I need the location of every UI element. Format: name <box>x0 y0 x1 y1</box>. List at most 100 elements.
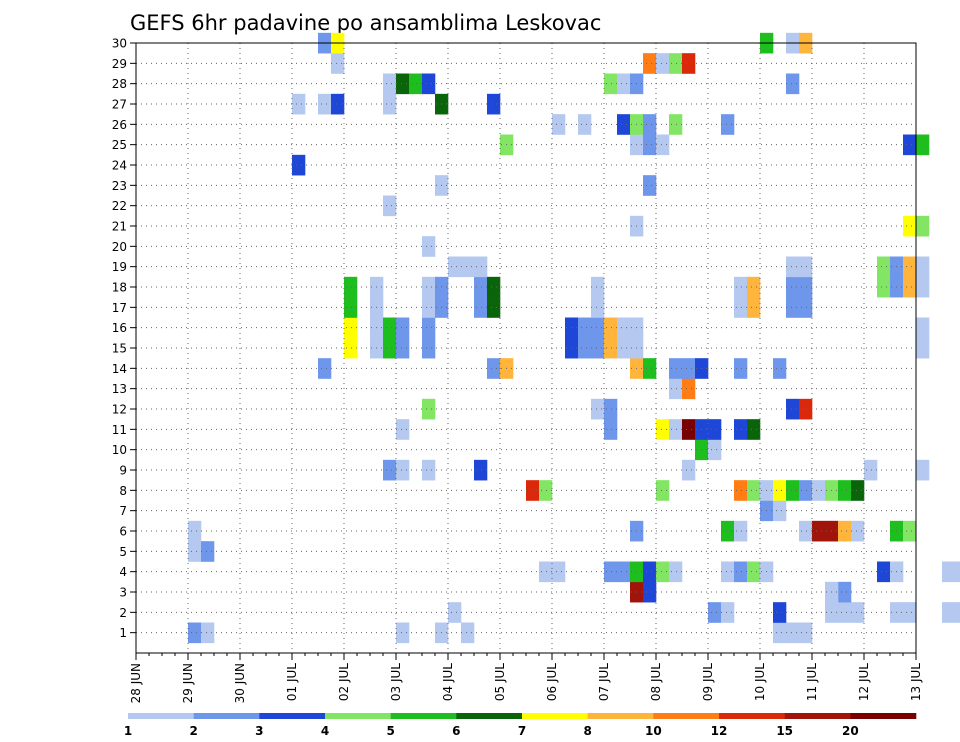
precip-cell <box>682 459 696 481</box>
precip-cell <box>786 480 800 501</box>
precip-cell <box>656 480 670 501</box>
precip-cell <box>682 358 696 379</box>
precip-cell <box>682 419 696 440</box>
precip-cell <box>669 419 683 440</box>
precip-cell <box>591 317 605 339</box>
legend-swatch <box>390 713 457 719</box>
precip-cell <box>877 276 891 298</box>
precip-cell <box>721 561 735 583</box>
precip-cell <box>669 114 683 135</box>
precip-cell <box>383 317 397 339</box>
precip-cell <box>903 134 917 156</box>
precip-cell <box>552 114 566 135</box>
precip-cell <box>487 358 501 379</box>
precip-cell <box>773 480 787 501</box>
y-tick-label: 22 <box>112 199 127 213</box>
precip-cell <box>773 500 787 522</box>
precip-cell <box>461 256 475 278</box>
y-tick-label: 10 <box>112 443 127 457</box>
legend-label: 1 <box>124 724 132 738</box>
y-tick-label: 5 <box>119 545 127 559</box>
precip-cell <box>682 378 696 400</box>
precip-cell <box>942 561 956 583</box>
precip-cell <box>604 317 618 339</box>
y-tick-label: 4 <box>119 565 127 579</box>
legend-label: 12 <box>711 724 728 738</box>
precip-cell <box>617 337 631 359</box>
precip-cell <box>851 480 865 501</box>
precip-cell <box>422 297 436 318</box>
y-tick-label: 30 <box>112 37 127 51</box>
precip-cell <box>877 256 891 278</box>
legend-swatch <box>587 713 654 719</box>
precip-cell <box>396 337 410 359</box>
precip-cell <box>643 175 657 196</box>
precip-cell <box>669 561 683 583</box>
precip-cell <box>656 561 670 583</box>
precip-cell <box>383 195 397 217</box>
precip-cell <box>786 297 800 318</box>
x-tick-label: 10 JUL <box>753 663 767 701</box>
grid-lines <box>136 42 916 653</box>
legend-label: 7 <box>518 724 526 738</box>
y-tick-label: 12 <box>112 403 127 417</box>
precip-cell <box>422 73 436 95</box>
precip-cell <box>617 317 631 339</box>
precip-cell <box>916 459 930 481</box>
x-tick-label: 04 JUL <box>441 663 455 701</box>
precip-cell <box>916 134 930 156</box>
legend-label: 20 <box>842 724 859 738</box>
precip-cell <box>799 276 813 298</box>
legend-label: 3 <box>255 724 263 738</box>
precip-cell <box>539 480 553 501</box>
precip-cell <box>903 215 917 237</box>
precip-cell <box>773 622 787 644</box>
precip-cell <box>955 602 960 623</box>
y-tick-label: 20 <box>112 240 127 254</box>
precip-cell <box>292 93 306 115</box>
precip-cell <box>578 337 592 359</box>
precip-cell <box>526 480 540 501</box>
precip-cell <box>799 520 813 542</box>
precip-cell <box>916 215 930 237</box>
precip-cell <box>487 297 501 318</box>
precip-cell <box>604 561 618 583</box>
precip-cell <box>344 317 358 339</box>
precip-cell <box>838 581 852 603</box>
legend-swatch <box>259 713 326 719</box>
precip-cell <box>617 73 631 95</box>
legend-swatch <box>325 713 391 719</box>
precip-cell <box>422 398 436 420</box>
precip-cell <box>747 561 761 583</box>
precip-cell <box>786 398 800 420</box>
precip-cell <box>188 622 202 644</box>
precip-cell <box>799 256 813 278</box>
legend-swatch <box>719 713 785 719</box>
legend-swatch <box>456 713 523 719</box>
y-tick-label: 25 <box>112 138 127 152</box>
precip-cell <box>578 317 592 339</box>
precip-cell <box>188 520 202 542</box>
precip-cell <box>734 276 748 298</box>
y-axis: 1234567891011121314151617181920212223242… <box>112 37 136 640</box>
legend-swatch <box>653 713 720 719</box>
precip-cell <box>318 358 332 379</box>
y-tick-label: 13 <box>112 382 127 396</box>
precip-cell <box>331 53 345 74</box>
precip-cell <box>422 337 436 359</box>
precip-cell <box>812 520 826 542</box>
chart-title: GEFS 6hr padavine po ansamblima Leskovac <box>130 11 601 35</box>
y-tick-label: 21 <box>112 220 127 234</box>
legend-label: 6 <box>452 724 460 738</box>
x-tick-label: 09 JUL <box>701 663 715 701</box>
legend-label: 10 <box>645 724 662 738</box>
legend-label: 4 <box>321 724 329 738</box>
legend-swatch <box>128 713 194 719</box>
precip-cell <box>448 602 462 623</box>
precip-cell <box>669 358 683 379</box>
precip-cell <box>591 297 605 318</box>
precip-cell <box>903 602 917 623</box>
y-tick-label: 6 <box>119 525 127 539</box>
legend-swatch <box>522 713 588 719</box>
precip-cell <box>955 561 960 583</box>
